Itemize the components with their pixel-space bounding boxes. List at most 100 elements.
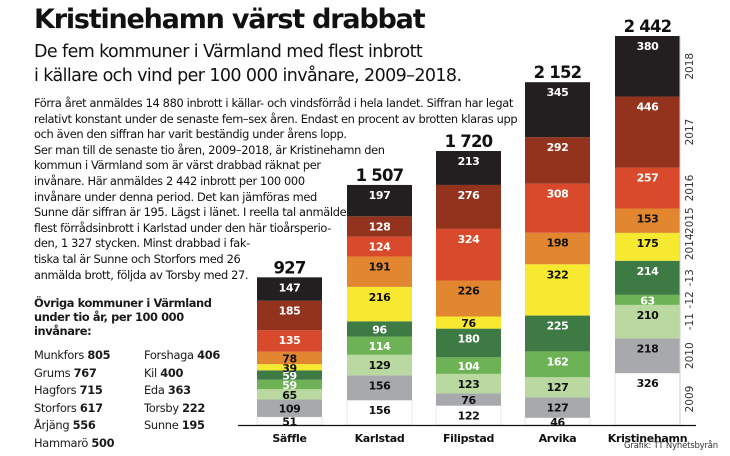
bar-segment [615,232,680,261]
year-axis-label: 2017 [684,119,696,146]
municipality-name: Hagfors [34,383,80,397]
segment-label: 59 [282,379,297,392]
segment-label: 326 [637,377,660,390]
municipality-value: 400 [160,365,184,380]
page-title: Kristinehamn värst drabbat [34,4,426,35]
other-municipalities-title: Övriga kommuner i Värmland under tio år,… [34,296,244,338]
segment-label: 156 [369,379,392,392]
bar-segment [615,304,680,339]
year-axis-label: 2015 [684,207,696,234]
category-label: Kristinehamn [608,432,688,445]
segment-label: 191 [369,260,391,273]
municipality-name: Grums [34,365,74,380]
category-label: Säffle [272,432,306,445]
bar-segment [347,354,412,376]
body-line: kommun i Värmland som är värst drabbad r… [34,158,321,173]
municipality-value: 222 [182,400,205,415]
bar-segment [257,379,322,390]
segment-label: 225 [547,320,569,333]
segment-label: 216 [369,291,392,304]
other-municipality-item: Forshaga 406 [144,348,220,362]
year-axis-label: -13 [684,269,696,286]
segment-label: 122 [458,410,480,423]
segment-label: 114 [369,340,392,353]
municipality-name: Sunne [144,418,182,432]
segment-label: 380 [637,40,660,53]
bar-segment [525,232,590,265]
bar-segment [615,338,680,374]
bar-total-label: 1 720 [445,132,493,151]
segment-label: 257 [637,172,659,185]
body-line: Sunne där siffran är 195. Lägst i länet.… [34,205,352,220]
other-municipality-item: Torsby 222 [144,401,205,415]
segment-label: 198 [547,237,569,250]
bar-segment [525,397,590,418]
bar-segment [436,228,501,281]
bar-segment [615,96,680,168]
segment-label: 308 [547,188,569,201]
municipality-value: 767 [73,365,97,380]
bar-segment [436,328,501,358]
other-municipality-item: Munkfors 805 [34,348,111,362]
other-municipalities: Övriga kommuner i Värmland under tio år,… [34,296,244,450]
bar-segment [347,216,412,237]
segment-label: 124 [369,241,392,254]
bar-segment [347,321,412,337]
segment-label: 162 [547,355,569,368]
body-line: och även den siffran har varit beständig… [34,127,347,142]
other-municipality-item: Grums 767 [34,365,97,380]
bar-segment [257,370,322,380]
segment-label: 104 [458,360,481,373]
municipality-name: Hammarö [34,435,92,450]
municipality-value: 617 [79,400,103,415]
bar-segment [347,336,412,355]
segment-label: 147 [279,281,301,294]
bar-total-label: 1 507 [356,166,404,185]
municipality-name: Årjäng [34,418,73,432]
body-text: Förra året anmäldes 14 880 inbrott i käl… [34,96,518,283]
bar-segment [347,184,412,217]
category-label: Arvika [539,432,577,445]
bar-segment [615,36,680,97]
body-line: invånare. Här anmäldes 2 442 inbrott per… [34,173,305,188]
body-line: invånare under denna period. Det kan jäm… [34,189,317,204]
segment-label: 345 [547,86,569,99]
bar-segment [525,137,590,184]
segment-label: 153 [637,213,659,226]
segment-label: 213 [458,155,480,168]
bar-segment [615,167,680,209]
year-axis-label: -11 [684,313,696,330]
bar-segment [436,393,501,406]
bar-segment [525,351,590,378]
bar-total-label: 2 152 [534,63,582,82]
segment-label: 135 [279,334,301,347]
bar-segment [436,280,501,317]
bar-segment [257,277,322,301]
category-label: Karlstad [355,432,405,445]
segment-label: 63 [640,294,655,307]
bar-segment [436,316,501,329]
other-municipality-item: Hammarö 500 [34,435,115,450]
segment-label: 109 [279,403,301,416]
year-axis-label: 2010 [684,342,696,369]
bar-segment [615,260,680,295]
municipality-value: 195 [181,418,205,432]
segment-label: 129 [369,359,391,372]
subtitle: De fem kommuner i Värmland med flest inb… [34,40,554,88]
bar-total-label: 2 442 [624,17,672,36]
municipality-name: Eda [144,383,168,397]
other-title-line: Övriga kommuner i Värmland [34,296,212,310]
segment-label: 180 [458,333,481,346]
municipality-name: Munkfors [34,348,88,362]
bar-segment [614,372,681,426]
body-line: Förra året anmäldes 14 880 inbrott i käl… [34,96,513,110]
bar-segment [525,82,590,138]
bar-segment [257,364,322,371]
municipality-name: Kil [144,365,161,380]
bar-segment [615,294,680,305]
segment-label: 156 [369,404,392,417]
segment-label: 123 [458,378,480,391]
bar-segment [257,351,322,365]
segment-label: 292 [547,141,569,154]
year-axis-label: 2016 [684,174,696,201]
